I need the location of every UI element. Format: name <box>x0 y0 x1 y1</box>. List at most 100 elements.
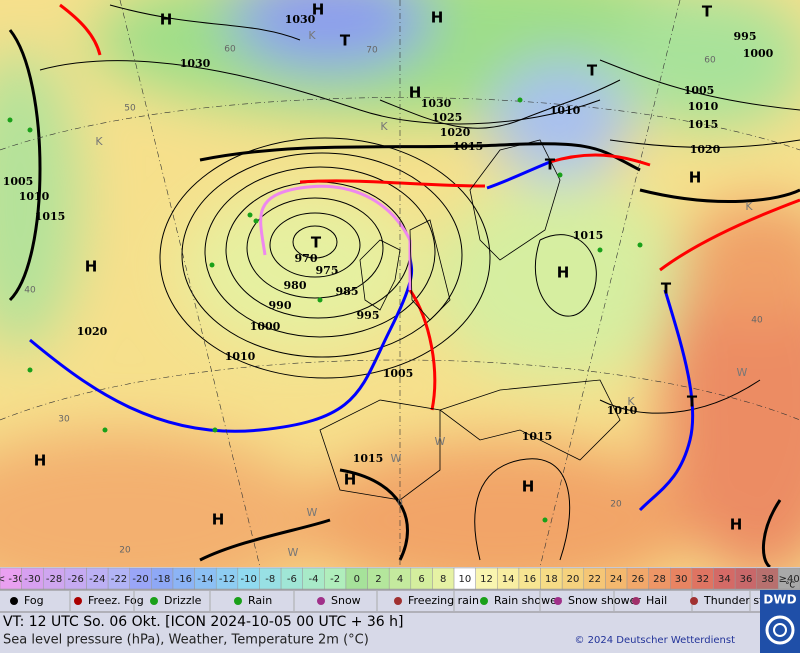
scale-label: 34 <box>718 574 731 585</box>
isotherm-label: 60 <box>224 45 236 55</box>
valid-time: VT: 12 UTC So. 06 Okt. [ICON 2024-10-05 … <box>3 614 403 630</box>
isotherm-label: 70 <box>366 46 378 56</box>
scale-label: 20 <box>567 574 580 585</box>
region-mark: K <box>745 200 753 213</box>
pressure-center: H <box>212 511 225 529</box>
isotherm-label: 0 <box>397 499 403 509</box>
isobar-label: 985 <box>336 285 359 298</box>
pressure-center: T <box>545 156 556 174</box>
fronts <box>29 3 800 512</box>
isobar-label: 970 <box>295 252 318 265</box>
legend-icon <box>317 597 325 605</box>
pressure-center: H <box>522 478 535 496</box>
isobar-label: 975 <box>316 264 339 277</box>
legend-label: Rain shower <box>494 594 562 607</box>
legend-label: Freezing rain <box>408 594 479 607</box>
pressure-center: H <box>85 258 98 276</box>
scale-label: 18 <box>545 574 558 585</box>
logo-swirl <box>765 615 795 645</box>
isotherm-label: 30 <box>58 415 70 425</box>
pressure-center: H <box>160 11 173 29</box>
isobar-label: 1010 <box>607 404 638 417</box>
scale-label: 32 <box>696 574 709 585</box>
legend-icon <box>74 597 82 605</box>
region-mark: W <box>288 546 299 559</box>
isobar-label: 1030 <box>421 97 452 110</box>
scale-label: 4 <box>397 574 403 585</box>
scale-label: 38 <box>761 574 774 585</box>
scale-label: -28 <box>46 574 62 585</box>
legend-icon <box>690 597 698 605</box>
pressure-center: H <box>34 452 47 470</box>
isotherm-label: 20 <box>610 500 622 510</box>
region-mark: K <box>380 120 388 133</box>
isobar-label: 1030 <box>285 13 316 26</box>
coastlines <box>319 139 621 501</box>
scale-label: -8 <box>265 574 275 585</box>
isobar-label: 1015 <box>522 430 553 443</box>
scale-label: 30 <box>675 574 688 585</box>
scale-label: -20 <box>132 574 148 585</box>
legend-icon <box>632 597 640 605</box>
legend-label: Rain <box>248 594 272 607</box>
scale-label: 16 <box>523 574 536 585</box>
legend-label: Snow shower <box>568 594 641 607</box>
region-mark: W <box>307 506 318 519</box>
isotherm-label: 40 <box>751 316 763 326</box>
isobar-label: 1030 <box>180 57 211 70</box>
region-mark: K <box>95 135 103 148</box>
logo: DWD <box>763 593 796 607</box>
legend-icon <box>10 597 18 605</box>
pressure-center: H <box>557 264 570 282</box>
scale-unit: °C <box>785 581 795 590</box>
scale-label: -14 <box>197 574 213 585</box>
scale-label: -6 <box>287 574 297 585</box>
scale-label: 14 <box>502 574 515 585</box>
copyright: © 2024 Deutscher Wetterdienst <box>574 635 735 646</box>
scale-label: 8 <box>440 574 446 585</box>
pressure-center: T <box>661 280 672 298</box>
scale-label: -12 <box>219 574 235 585</box>
graticule <box>0 0 800 567</box>
isobar-label: 995 <box>357 309 380 322</box>
isobar-label: 990 <box>269 299 292 312</box>
isobar-label: 1020 <box>440 126 471 139</box>
scale-label: 12 <box>480 574 493 585</box>
pressure-center: H <box>409 84 422 102</box>
isobar-label: 1005 <box>3 175 34 188</box>
isobar-label: 1015 <box>573 229 604 242</box>
scale-label: 28 <box>653 574 666 585</box>
weather-symbols <box>7 97 643 523</box>
pressure-center: T <box>702 3 713 21</box>
legend-label: Freez. Fog <box>88 594 144 607</box>
isotherm-label: 60 <box>704 56 716 66</box>
temperature-scale: < -30 -30 -28 -26 -24 -22 -20 -18 -16 -14 -12 -10 -8… <box>0 567 800 590</box>
legend-label: Fog <box>24 594 44 607</box>
region-mark: W <box>737 366 748 379</box>
scale-label: ≥40 <box>779 574 800 585</box>
isobar-label: 1015 <box>353 452 384 465</box>
logo-swirl-inner <box>773 623 787 637</box>
region-mark: W <box>391 452 402 465</box>
legend-label: Drizzle <box>164 594 202 607</box>
scale-label: 36 <box>740 574 753 585</box>
scale-label: -16 <box>176 574 192 585</box>
subtitle: Sea level pressure (hPa), Weather, Tempe… <box>3 633 369 648</box>
scale-label: -26 <box>68 574 84 585</box>
legend-label: Snow <box>331 594 361 607</box>
pressure-center: T <box>687 393 698 411</box>
isobar-label: 1010 <box>550 104 581 117</box>
scale-label: -30 <box>24 574 40 585</box>
pressure-center: T <box>340 32 351 50</box>
isotherm-label: 20 <box>119 546 131 556</box>
scale-label: 22 <box>588 574 601 585</box>
region-mark: K <box>308 29 316 42</box>
isobar-label: 995 <box>734 30 757 43</box>
legend-icon <box>234 597 242 605</box>
isobar-label: 1010 <box>225 350 256 363</box>
pressure-center: H <box>689 169 702 187</box>
isobar-label: 1015 <box>453 140 484 153</box>
legend-icon <box>554 597 562 605</box>
